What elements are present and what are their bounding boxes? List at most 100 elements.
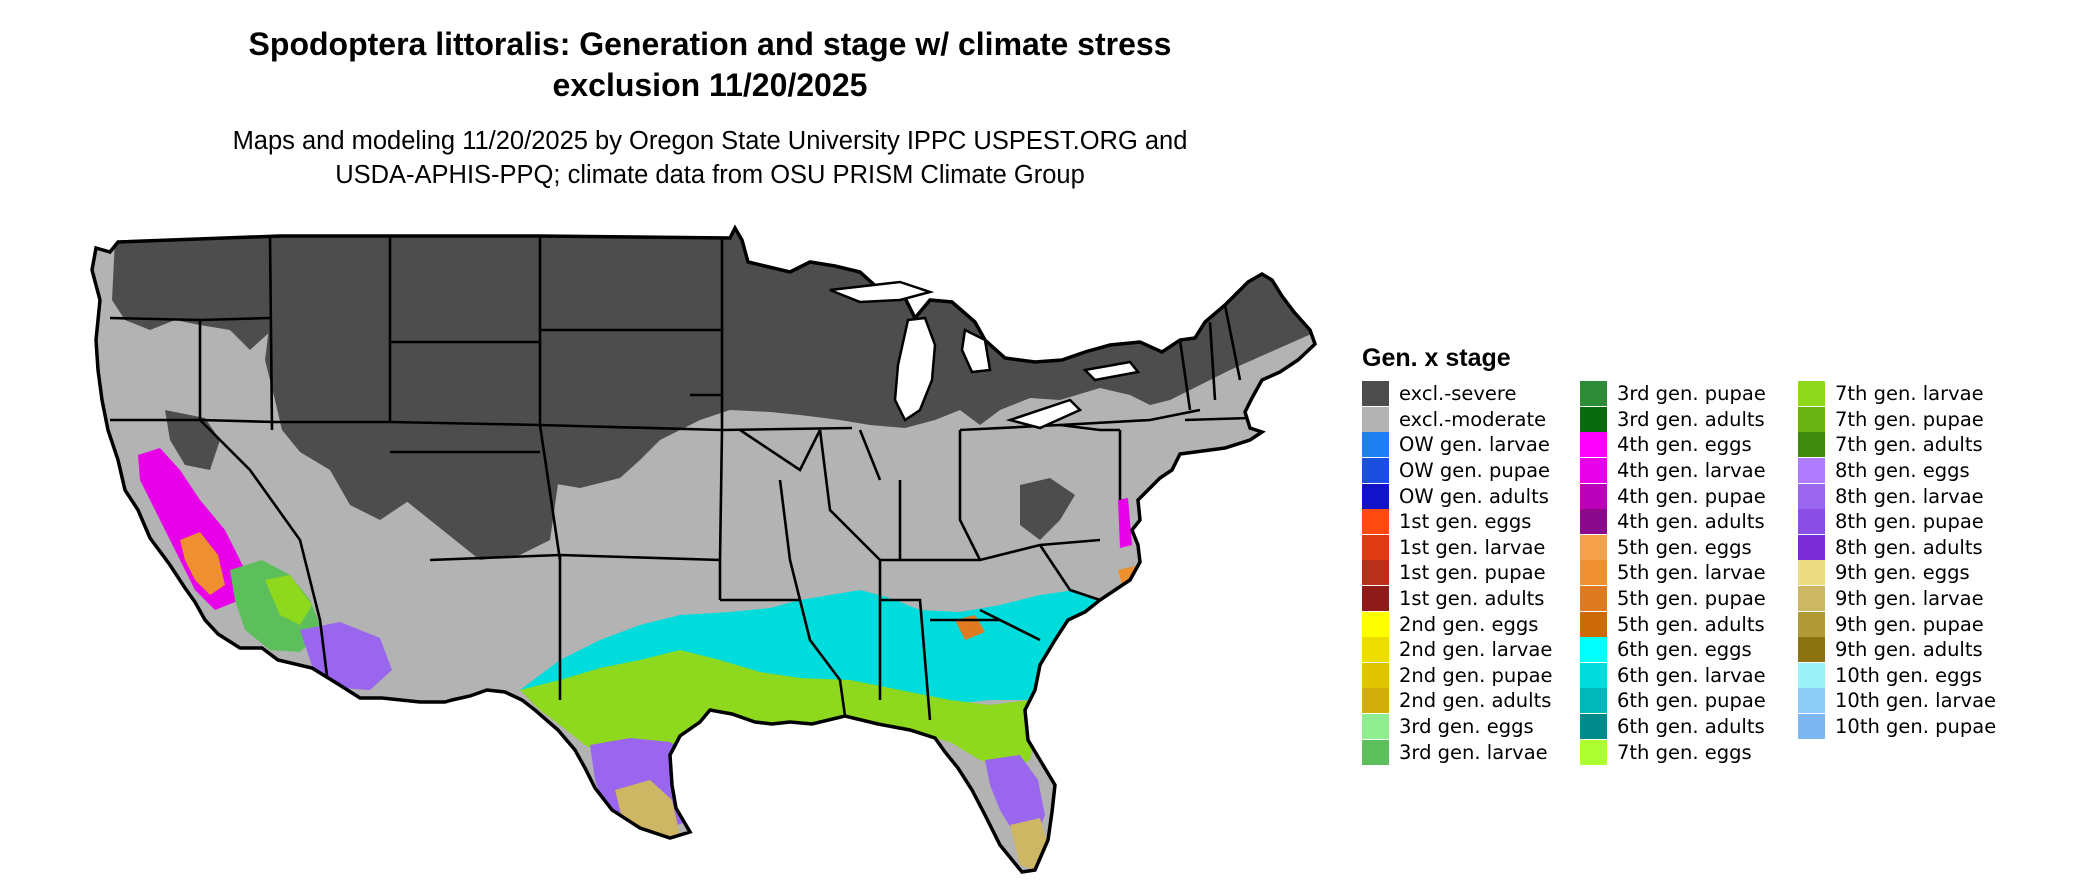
legend-item: 9th gen. eggs (1798, 560, 2038, 586)
legend-columns: excl.-severe excl.-moderate OW gen. larvae… (1362, 381, 2038, 765)
legend-swatch (1798, 688, 1825, 714)
legend-item: 6th gen. pupae (1580, 688, 1798, 714)
map-subtitle: Maps and modeling 11/20/2025 by Oregon S… (160, 124, 1260, 192)
subtitle-line-2: USDA-APHIS-PPQ; climate data from OSU PR… (335, 161, 1085, 189)
legend-label: 10th gen. eggs (1835, 663, 1983, 687)
legend-item: 5th gen. adults (1580, 611, 1798, 637)
zone-8th-gen-florida (985, 755, 1045, 840)
legend-swatch (1580, 714, 1607, 740)
legend-label: 10th gen. pupae (1835, 715, 1997, 739)
legend-item: 5th gen. eggs (1580, 534, 1798, 561)
title-line-1: Spodoptera littoralis: Generation and st… (248, 26, 1172, 62)
legend-swatch (1362, 611, 1389, 637)
legend-item: excl.-severe (1362, 381, 1580, 407)
legend-swatch (1798, 509, 1825, 535)
legend-swatch (1798, 662, 1825, 688)
legend-swatch (1362, 406, 1389, 432)
legend-swatch (1798, 637, 1825, 663)
zone-9th-gen-florida (1010, 818, 1048, 870)
legend-swatch (1580, 432, 1607, 458)
legend-swatch (1362, 688, 1389, 714)
subtitle-line-1: Maps and modeling 11/20/2025 by Oregon S… (232, 127, 1188, 155)
legend: Gen. x stage excl.-severe excl.-moderate O… (1362, 343, 2038, 765)
legend-item: 5th gen. pupae (1580, 586, 1798, 612)
legend-swatch (1580, 688, 1607, 714)
legend-swatch (1362, 432, 1389, 458)
legend-item: 2nd gen. eggs (1362, 611, 1580, 637)
legend-column: 7th gen. larvae 7th gen. pupae 7th gen. ad… (1798, 381, 2038, 765)
legend-label: 1st gen. larvae (1399, 535, 1546, 559)
legend-swatch (1580, 739, 1607, 765)
legend-label: 6th gen. adults (1617, 715, 1765, 739)
legend-label: 1st gen. pupae (1399, 561, 1546, 585)
legend-item: 2nd gen. adults (1362, 688, 1580, 714)
legend-item: 1st gen. eggs (1362, 509, 1580, 535)
legend-column: 3rd gen. pupae 3rd gen. adults 4th gen. eg… (1580, 381, 1798, 765)
legend-label: 6th gen. larvae (1617, 663, 1766, 687)
zone-3rd-gen-desert (230, 560, 322, 652)
legend-label: 2nd gen. larvae (1399, 638, 1553, 662)
excl-severe-west (112, 236, 272, 350)
legend-label: 1st gen. eggs (1399, 510, 1532, 534)
legend-label: 3rd gen. eggs (1399, 715, 1534, 739)
legend-item: 10th gen. eggs (1798, 662, 2038, 689)
lake-superior (829, 280, 935, 304)
excl-severe-appalachia (1020, 478, 1075, 540)
legend-swatch (1580, 381, 1607, 407)
legend-swatch (1798, 534, 1825, 560)
legend-label: 3rd gen. adults (1617, 407, 1765, 431)
legend-swatch (1362, 586, 1389, 612)
legend-label: 8th gen. eggs (1835, 459, 1970, 483)
legend-item: 3rd gen. adults (1580, 406, 1798, 433)
legend-label: 5th gen. eggs (1617, 535, 1752, 559)
legend-item: 5th gen. larvae (1580, 560, 1798, 586)
legend-item: 6th gen. larvae (1580, 662, 1798, 689)
legend-label: 7th gen. adults (1835, 433, 1983, 457)
zone-7th-gen-arizona (265, 575, 312, 625)
legend-label: 4th gen. larvae (1617, 459, 1766, 483)
legend-item: 7th gen. eggs (1580, 739, 1798, 765)
legend-swatch (1580, 586, 1607, 612)
legend-item: 8th gen. larvae (1798, 483, 2038, 509)
lake-huron (960, 328, 992, 374)
legend-item: OW gen. pupae (1362, 458, 1580, 484)
legend-swatch (1798, 406, 1825, 432)
legend-swatch (1798, 432, 1825, 458)
legend-item: 3rd gen. pupae (1580, 381, 1798, 407)
legend-item: 4th gen. eggs (1580, 432, 1798, 458)
legend-label: 4th gen. pupae (1617, 484, 1766, 508)
legend-label: 3rd gen. larvae (1399, 740, 1548, 764)
legend-swatch (1798, 483, 1825, 509)
legend-item: OW gen. larvae (1362, 432, 1580, 458)
legend-swatch (1798, 458, 1825, 484)
map-title: Spodoptera littoralis: Generation and st… (160, 24, 1260, 106)
legend-label: 7th gen. eggs (1617, 740, 1752, 764)
legend-item: 2nd gen. pupae (1362, 662, 1580, 689)
legend-label: 7th gen. larvae (1835, 382, 1984, 406)
lake-michigan (893, 316, 937, 422)
legend-label: 1st gen. adults (1399, 587, 1545, 611)
legend-label: 9th gen. eggs (1835, 561, 1970, 585)
legend-label: 9th gen. larvae (1835, 587, 1984, 611)
legend-label: 10th gen. larvae (1835, 689, 1997, 713)
legend-label: 6th gen. pupae (1617, 689, 1766, 713)
legend-swatch (1798, 714, 1825, 740)
legend-label: 9th gen. adults (1835, 638, 1983, 662)
legend-label: 8th gen. larvae (1835, 484, 1984, 508)
lake-erie (1005, 398, 1083, 430)
legend-item: 8th gen. eggs (1798, 458, 2038, 484)
legend-swatch (1362, 739, 1389, 765)
title-line-2: exclusion 11/20/2025 (552, 67, 868, 103)
legend-item: 3rd gen. larvae (1362, 739, 1580, 765)
legend-label: 2nd gen. eggs (1399, 612, 1539, 636)
legend-item: 10th gen. larvae (1798, 688, 2038, 714)
legend-item: 6th gen. adults (1580, 714, 1798, 740)
us-map (90, 226, 1317, 874)
legend-item: 3rd gen. eggs (1362, 714, 1580, 740)
legend-item: 10th gen. pupae (1798, 714, 2038, 740)
legend-item: 2nd gen. larvae (1362, 637, 1580, 663)
legend-label: 5th gen. adults (1617, 612, 1765, 636)
legend-swatch (1580, 611, 1607, 637)
legend-label: 8th gen. adults (1835, 535, 1983, 559)
legend-title: Gen. x stage (1362, 344, 1511, 372)
